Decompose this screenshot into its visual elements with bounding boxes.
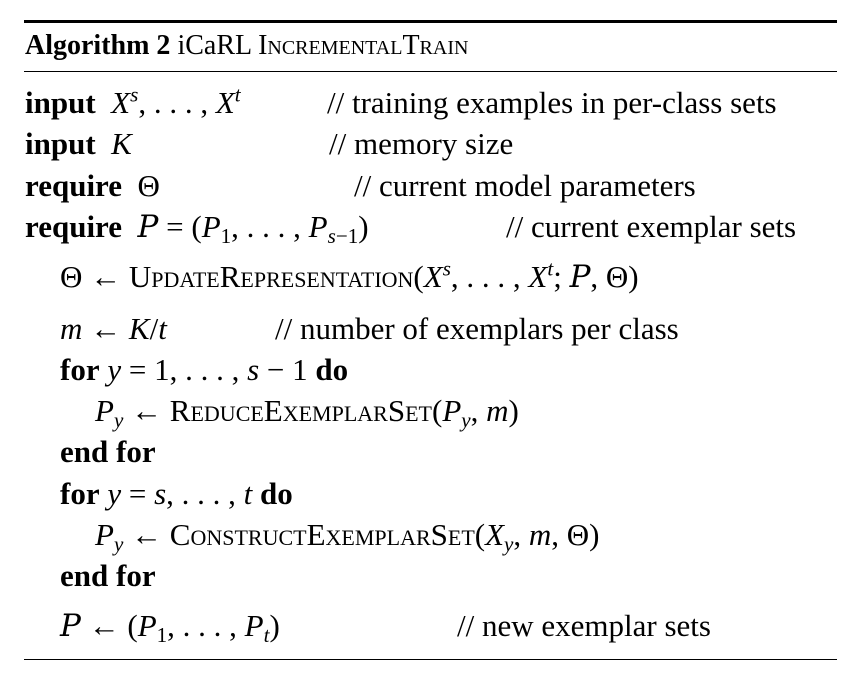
end-for-line-2: end for [60,558,156,593]
update-line: Θ ← UpdateRepresentation(Xs, . . . , Xt;… [60,256,639,295]
do-keyword: do [260,476,293,511]
end-for-line-1: end for [60,434,156,469]
input-keyword: input [25,85,96,120]
algorithm-title: Algorithm 2 iCaRL IncrementalTrain [25,28,468,64]
algorithm-label: Algorithm 2 [25,30,171,61]
input-line-1: input Xs, . . . , Xt [25,82,241,121]
header-rule [24,71,837,72]
require-line-1: require Θ [25,168,160,204]
input-line-2: input K [25,126,132,162]
bottom-rule [24,659,837,660]
algorithm-name-prefix: iCaRL [177,30,252,61]
algorithm-name: IncrementalTrain [258,30,469,61]
update-function: UpdateRepresentation [128,259,414,294]
require-line-2: require P = (P1, . . . , Ps−1) [25,209,369,248]
m-line: m ← K/t [60,311,167,346]
top-rule [24,20,837,23]
for-keyword: for [60,352,100,387]
construct-function: ConstructExemplarSet [169,517,475,552]
for-keyword: for [60,476,100,511]
comment-require-1: // current model parameters [354,168,696,203]
require-keyword: require [25,209,123,244]
reduce-line: Py ← ReduceExemplarSet(Py, m) [95,393,519,432]
reduce-function: ReduceExemplarSet [169,393,432,428]
for-line-1: for y = 1, . . . , s − 1 do [60,352,349,387]
comment-final: // new exemplar sets [457,608,711,643]
construct-line: Py ← ConstructExemplarSet(Xy, m, Θ) [95,517,600,556]
input-keyword: input [25,126,96,161]
final-line: P ← (P1, . . . , Pt) [60,608,280,647]
require-expression-1: Θ [137,168,160,203]
comment-input-2: // memory size [329,126,514,161]
input-expression-2: K [111,126,132,161]
require-keyword: require [25,168,123,203]
comment-m-line: // number of exemplars per class [275,311,679,346]
do-keyword: do [315,352,349,387]
input-expression-1: Xs, . . . , Xt [111,82,241,120]
comment-input-1: // training examples in per-class sets [327,85,777,120]
require-expression-2: P = (P1, . . . , Ps−1) [137,209,369,248]
comment-require-2: // current exemplar sets [506,209,797,244]
for-line-2: for y = s, . . . , t do [60,476,293,511]
